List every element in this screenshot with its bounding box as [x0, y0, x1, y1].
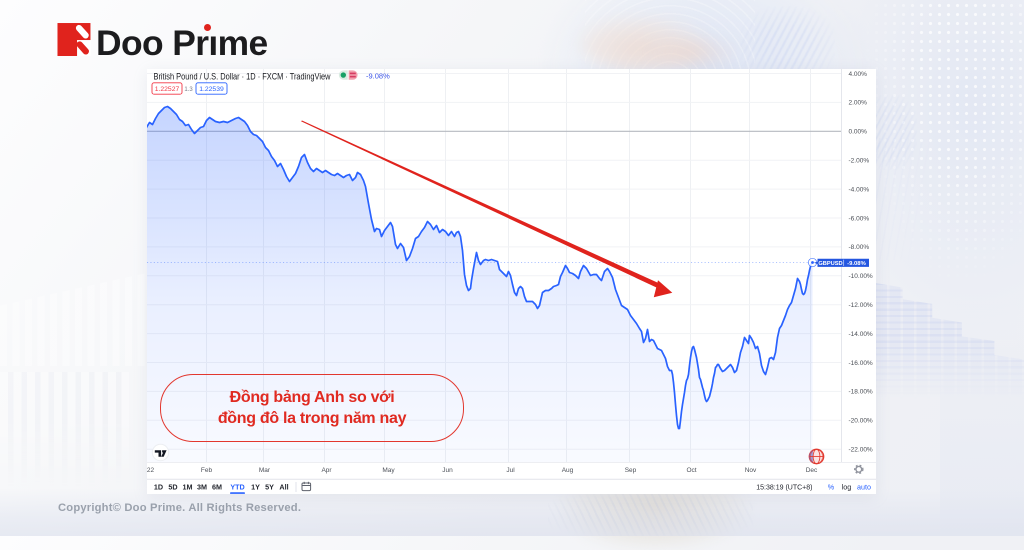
svg-text:Aug: Aug	[561, 467, 573, 474]
svg-text:-9.08%: -9.08%	[366, 71, 390, 80]
svg-text:log: log	[841, 482, 851, 491]
svg-text:GBPUSD: GBPUSD	[818, 261, 842, 267]
svg-text:Apr: Apr	[321, 467, 332, 474]
svg-text:Sep: Sep	[624, 467, 636, 474]
svg-text:%: %	[827, 482, 834, 491]
svg-text:15:38:19 (UTC+8): 15:38:19 (UTC+8)	[756, 484, 812, 491]
svg-text:-10.00%: -10.00%	[848, 273, 872, 280]
svg-text:1.3: 1.3	[184, 86, 193, 92]
svg-text:Jun: Jun	[442, 467, 453, 474]
svg-text:-2.00%: -2.00%	[848, 157, 869, 164]
svg-text:-4.00%: -4.00%	[848, 186, 869, 193]
svg-text:YTD: YTD	[230, 482, 244, 491]
svg-text:auto: auto	[857, 482, 871, 491]
svg-text:2.00%: 2.00%	[848, 99, 867, 106]
svg-text:-8.00%: -8.00%	[848, 244, 869, 251]
svg-text:-9.08%: -9.08%	[847, 261, 866, 267]
svg-text:1M: 1M	[182, 482, 192, 491]
svg-text:1.22527: 1.22527	[154, 86, 179, 93]
svg-text:-22.00%: -22.00%	[848, 446, 872, 453]
svg-text:6M: 6M	[212, 482, 222, 491]
svg-text:-20.00%: -20.00%	[848, 417, 872, 424]
svg-text:Nov: Nov	[744, 467, 756, 474]
svg-text:5Y: 5Y	[265, 482, 274, 491]
svg-text:0.00%: 0.00%	[848, 128, 867, 135]
svg-text:4.00%: 4.00%	[848, 70, 867, 77]
svg-text:1D: 1D	[153, 482, 162, 491]
svg-text:-16.00%: -16.00%	[848, 359, 872, 366]
svg-text:Feb: Feb	[200, 467, 212, 474]
svg-text:Dec: Dec	[805, 467, 817, 474]
svg-text:1.22539: 1.22539	[199, 86, 224, 93]
svg-text:-14.00%: -14.00%	[848, 330, 872, 337]
svg-text:Mar: Mar	[258, 467, 270, 474]
svg-text:All: All	[279, 482, 288, 491]
svg-text:Oct: Oct	[686, 467, 696, 474]
svg-text:British Pound / U.S. Dollar ·: British Pound / U.S. Dollar · 1D · FXCM …	[153, 71, 331, 81]
svg-text:-12.00%: -12.00%	[848, 302, 872, 309]
svg-text:3M: 3M	[197, 482, 207, 491]
svg-text:5D: 5D	[168, 482, 177, 491]
svg-text:May: May	[382, 467, 395, 474]
svg-text:Jul: Jul	[506, 467, 515, 474]
svg-text:1Y: 1Y	[251, 482, 260, 491]
svg-text:22: 22	[147, 467, 154, 474]
svg-text:-6.00%: -6.00%	[848, 215, 869, 222]
svg-text:-18.00%: -18.00%	[848, 388, 872, 395]
